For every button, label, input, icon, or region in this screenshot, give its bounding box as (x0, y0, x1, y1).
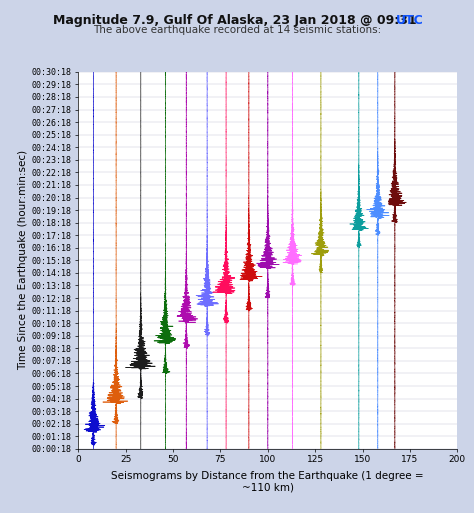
Text: Magnitude 7.9, Gulf Of Alaska, 23 Jan 2018 @ 09:31: Magnitude 7.9, Gulf Of Alaska, 23 Jan 20… (53, 14, 421, 27)
Text: The above earthquake recorded at 14 seismic stations:: The above earthquake recorded at 14 seis… (93, 25, 381, 34)
Text: UTC: UTC (396, 14, 424, 27)
X-axis label: Seismograms by Distance from the Earthquake (1 degree =
~110 km): Seismograms by Distance from the Earthqu… (111, 471, 424, 492)
Y-axis label: Time Since the Earthquake (hour:min:sec): Time Since the Earthquake (hour:min:sec) (18, 150, 28, 370)
